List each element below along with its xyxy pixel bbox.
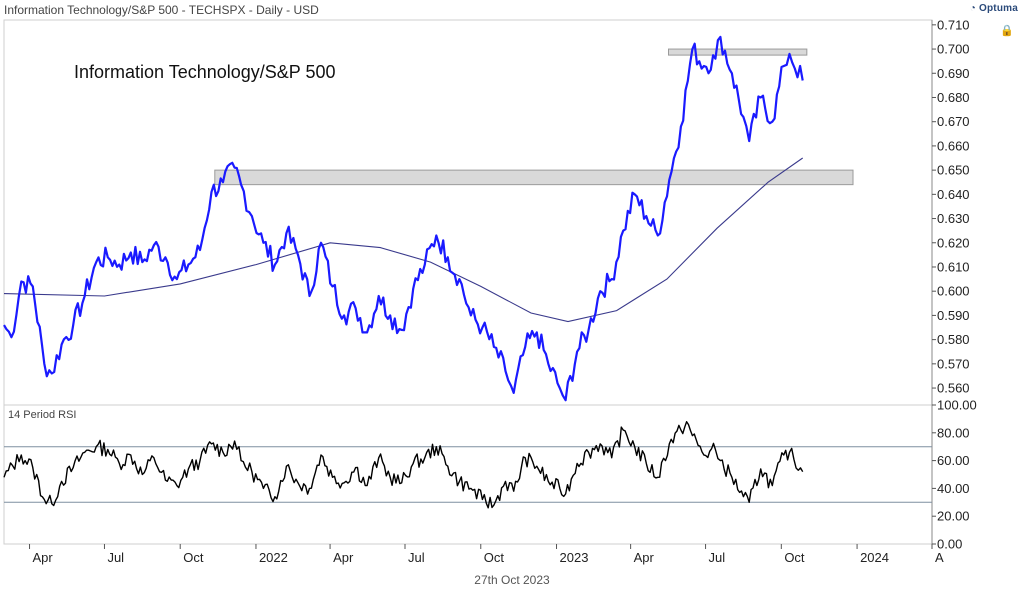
y-tick-label: 0.560	[937, 381, 970, 396]
x-tick-label: Jul	[107, 550, 124, 565]
y-tick-label: 100.00	[937, 398, 977, 413]
y-ticks-main: 0.710 0.700 0.690 0.680 0.670 0.660 0.650 0.640…	[932, 17, 970, 396]
x-tick-label: Jul	[709, 550, 726, 565]
y-tick-label: 0.620	[937, 235, 970, 250]
x-tick-label: Jul	[408, 550, 425, 565]
y-tick-label: 0.610	[937, 259, 970, 274]
x-tick-label: Oct	[784, 550, 805, 565]
zones-layer	[214, 48, 854, 186]
y-tick-label: 80.00	[937, 425, 970, 440]
y-tick-label: 0.630	[937, 211, 970, 226]
x-tick-label: Oct	[183, 550, 204, 565]
chart-header-title: Information Technology/S&P 500 - TECHSPX…	[4, 3, 319, 17]
plot-frame	[3, 19, 933, 545]
y-tick-label: 40.00	[937, 481, 970, 496]
optuma-logo-icon: ◔	[969, 3, 977, 14]
rsi-line	[3, 421, 804, 509]
zone-0	[668, 48, 808, 56]
y-tick-label: 0.640	[937, 187, 970, 202]
footer-date: 27th Oct 2023	[474, 573, 550, 587]
x-tick-label: 2022	[259, 550, 288, 565]
y-tick-label: 0.600	[937, 284, 970, 299]
x-tick-label: 2023	[560, 550, 589, 565]
rsi-panel-label: 14 Period RSI	[8, 409, 76, 421]
rsi-layer	[3, 421, 804, 509]
y-tick-label: 0.590	[937, 308, 970, 323]
price-layer	[3, 35, 804, 402]
x-tick-label: 2024	[860, 550, 889, 565]
zone-1	[214, 169, 854, 186]
ma-layer	[3, 157, 804, 323]
y-tick-label: 60.00	[937, 453, 970, 468]
x-ticks: Apr Jul Oct 2022 Apr Jul Oct 2023 Apr Jul Oct 2024 A	[29, 544, 944, 565]
y-tick-label: 0.660	[937, 138, 970, 153]
brand-logo: ◔ Optuma	[970, 3, 1018, 14]
chart-canvas[interactable]: Information Technology/S&P 500 14 Period…	[0, 0, 1024, 570]
y-tick-label: 0.680	[937, 90, 970, 105]
x-tick-label: Apr	[634, 550, 655, 565]
brand-name: Optuma	[979, 3, 1018, 14]
rsi-reference-lines	[4, 446, 932, 503]
x-tick-label: A	[935, 550, 944, 565]
y-tick-label: 0.570	[937, 356, 970, 371]
x-tick-label: Oct	[484, 550, 505, 565]
y-tick-label: 0.690	[937, 66, 970, 81]
y-tick-label: 0.700	[937, 42, 970, 57]
y-tick-label: 20.00	[937, 509, 970, 524]
y-tick-label: 0.00	[937, 537, 962, 552]
price-ratio-line	[3, 35, 804, 402]
lock-icon[interactable]: 🔒	[1000, 25, 1014, 37]
y-tick-label: 0.670	[937, 114, 970, 129]
y-tick-label: 0.650	[937, 163, 970, 178]
chart-title: Information Technology/S&P 500	[74, 62, 336, 82]
y-ticks-rsi: 100.00 80.00 60.00 40.00 20.00 0.00	[932, 398, 977, 552]
moving-average-line	[3, 157, 804, 323]
x-tick-label: Apr	[333, 550, 354, 565]
y-tick-label: 0.580	[937, 332, 970, 347]
y-tick-label: 0.710	[937, 17, 970, 32]
x-tick-label: Apr	[33, 550, 54, 565]
